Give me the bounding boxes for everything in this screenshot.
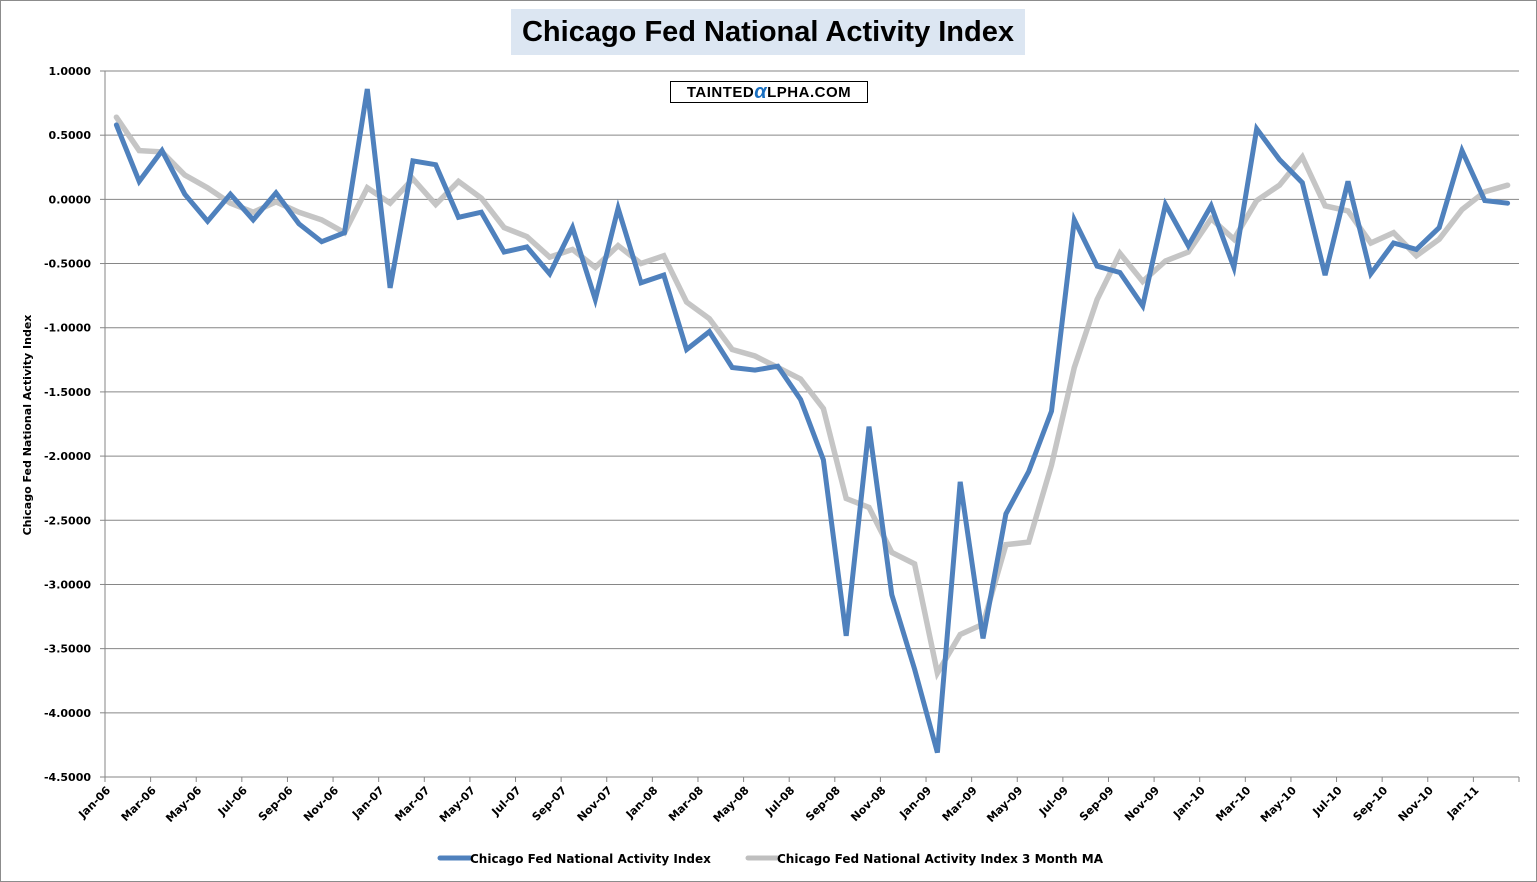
x-tick-label: Jul-08 bbox=[762, 784, 797, 819]
x-tick-label: Nov-09 bbox=[1122, 784, 1162, 824]
y-tick-label: -3.0000 bbox=[44, 578, 91, 591]
x-tick-label: Jan-07 bbox=[349, 784, 387, 822]
watermark-alpha: α bbox=[754, 80, 768, 103]
watermark-pre: TAINTED bbox=[686, 83, 755, 101]
x-tick-label: Mar-07 bbox=[392, 784, 432, 824]
x-tick-label: May-07 bbox=[437, 784, 478, 825]
x-tick-label: May-10 bbox=[1258, 784, 1299, 825]
x-tick-label: Sep-10 bbox=[1351, 784, 1391, 824]
watermark-post: LPHA.COM bbox=[767, 83, 852, 101]
x-tick-label: Jan-10 bbox=[1170, 784, 1208, 822]
x-tick-label: Nov-10 bbox=[1396, 784, 1436, 824]
x-tick-label: Jan-08 bbox=[623, 784, 661, 822]
x-tick-label: Nov-08 bbox=[848, 784, 888, 824]
x-tick-label: Jul-07 bbox=[489, 784, 524, 819]
y-tick-label: 1.0000 bbox=[49, 65, 92, 78]
x-tick-label: Mar-09 bbox=[940, 784, 980, 824]
series-line-index bbox=[113, 88, 1511, 754]
y-tick-label: -4.0000 bbox=[44, 707, 91, 720]
y-tick-label: -2.5000 bbox=[44, 514, 91, 527]
y-tick-label: -2.0000 bbox=[44, 450, 91, 463]
x-tick-label: Jul-10 bbox=[1310, 784, 1345, 819]
x-tick-label: May-08 bbox=[711, 784, 752, 825]
x-tick-label: Sep-09 bbox=[1077, 784, 1117, 824]
x-tick-label: Mar-10 bbox=[1213, 784, 1253, 824]
x-tick-label: May-09 bbox=[984, 784, 1025, 825]
x-tick-label: Jul-06 bbox=[215, 784, 250, 819]
legend-label-ma: Chicago Fed National Activity Index 3 Mo… bbox=[777, 852, 1104, 866]
x-tick-label: Mar-06 bbox=[119, 784, 159, 824]
x-tick-label: Sep-08 bbox=[803, 784, 843, 824]
legend: Chicago Fed National Activity Index Chic… bbox=[437, 852, 1104, 866]
x-tick-label: Jan-06 bbox=[75, 784, 113, 822]
x-tick-label: Mar-08 bbox=[666, 784, 706, 824]
x-tick-label: Nov-07 bbox=[575, 784, 615, 824]
y-axis-label: Chicago Fed National Activity Index bbox=[21, 315, 34, 536]
y-tick-label: -3.5000 bbox=[44, 643, 91, 656]
x-tick-label: Jan-09 bbox=[897, 784, 935, 822]
y-tick-label: 0.0000 bbox=[49, 193, 92, 206]
y-tick-label: -4.5000 bbox=[44, 771, 91, 784]
x-tick-label: Sep-07 bbox=[530, 784, 570, 824]
x-axis: Jan-06 Mar-06 May-06 Jul-06 Sep-06 Nov-06 Jan-… bbox=[75, 776, 1520, 825]
y-tick-label: 0.5000 bbox=[49, 129, 92, 142]
y-tick-label: -0.5000 bbox=[44, 258, 91, 271]
x-tick-label: Jan-11 bbox=[1444, 784, 1482, 822]
chart-title: Chicago Fed National Activity Index bbox=[511, 9, 1025, 55]
y-tick-label: -1.5000 bbox=[44, 386, 91, 399]
y-axis: 1.0000 0.5000 0.0000 -0.5000 -1.0000 -1.5000 -… bbox=[44, 65, 106, 784]
y-tick-label: -1.0000 bbox=[44, 322, 91, 335]
x-tick-label: Jul-09 bbox=[1036, 784, 1071, 819]
x-tick-label: Nov-06 bbox=[301, 784, 341, 824]
series-lines bbox=[113, 88, 1511, 754]
watermark-logo: TAINTED α LPHA.COM bbox=[670, 81, 868, 103]
legend-label-index: Chicago Fed National Activity Index bbox=[470, 852, 711, 866]
x-tick-label: May-06 bbox=[163, 784, 204, 825]
series-line-3month-ma bbox=[113, 114, 1511, 681]
x-tick-label: Sep-06 bbox=[256, 784, 296, 824]
